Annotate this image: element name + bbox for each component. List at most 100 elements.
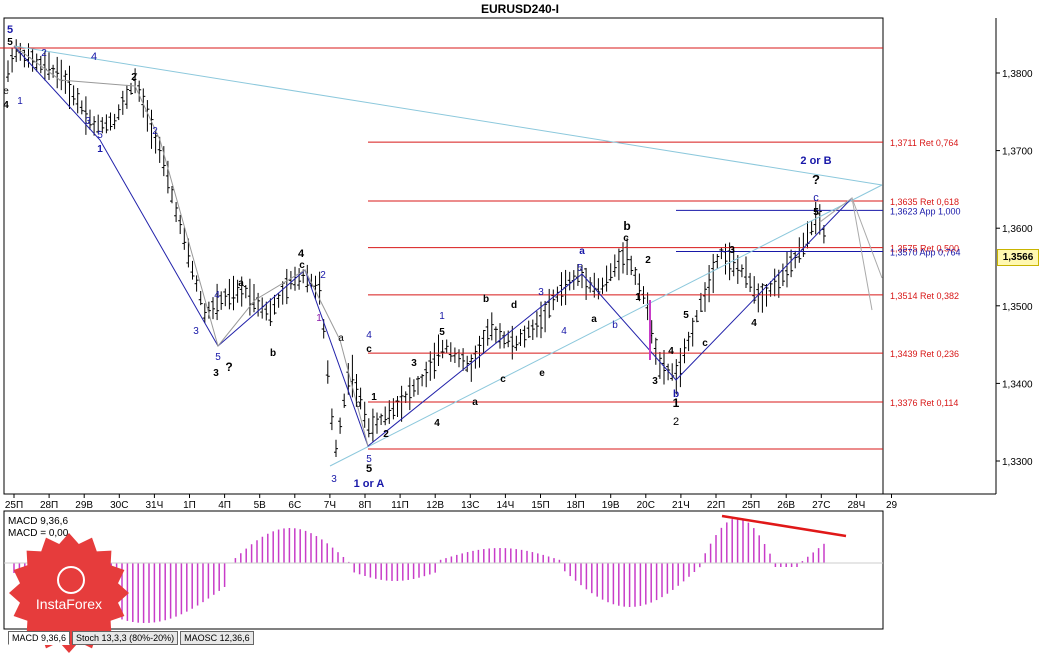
wave-label: 4 xyxy=(561,326,567,337)
wave-label: 4 xyxy=(751,318,757,329)
wave-label: b xyxy=(270,348,276,359)
macd-value: MACD = 0,00 xyxy=(8,528,69,539)
wave-label: 4 xyxy=(366,330,372,341)
fib-level-label: 1,3623 App 1,000 xyxy=(890,206,961,216)
time-tick-label: 6С xyxy=(288,500,301,511)
time-tick-label: 26В xyxy=(777,500,795,511)
projection-path-2 xyxy=(819,197,883,279)
fib-level-label: 1,3514 Ret 0,382 xyxy=(890,291,959,301)
wave-label: 1 xyxy=(97,144,103,155)
wave-label: 1 xyxy=(17,96,23,107)
logo-text: InstaForex xyxy=(35,596,103,612)
wave-label: d xyxy=(511,300,517,311)
indicator-frame xyxy=(3,510,884,630)
current-price-tag: 1,3566 xyxy=(997,249,1039,266)
time-tick-label: 12В xyxy=(426,500,444,511)
tab-maosc[interactable]: MAOSC 12,36,6 xyxy=(180,631,254,645)
wave-label: 3 xyxy=(193,326,199,337)
wave-label: 4 xyxy=(214,290,220,301)
time-tick-label: 4П xyxy=(218,500,231,511)
wave-label: 4 xyxy=(434,418,440,429)
time-tick-label: 28Ч xyxy=(848,500,866,511)
instaforex-logo: InstaForex xyxy=(6,530,132,656)
tab-macd[interactable]: MACD 9,36,6 xyxy=(8,631,71,645)
wave-label: 2 xyxy=(152,126,158,137)
wave-label: 3 xyxy=(331,474,337,485)
time-tick-label: 22П xyxy=(707,500,725,511)
wave-label: 1 xyxy=(673,396,680,410)
wave-path xyxy=(13,45,853,447)
time-tick-label: 14Ч xyxy=(497,500,515,511)
time-tick-label: 5В xyxy=(254,500,267,511)
macd-label: MACD 9,36,6 xyxy=(8,516,69,527)
wave-label: 3 xyxy=(85,116,91,127)
wave-label: c xyxy=(366,344,372,355)
wave-label: 1 xyxy=(439,311,445,322)
fib-level-label: 1,3635 Ret 0,618 xyxy=(890,197,959,207)
wave-label: ? xyxy=(812,172,820,187)
time-tick-label: 31Ч xyxy=(146,500,164,511)
wave-label: c xyxy=(813,192,819,204)
wave-label: e xyxy=(3,86,9,97)
wave-label: 2 xyxy=(320,270,326,281)
wave-label: 2 or B xyxy=(800,155,831,167)
projection-path xyxy=(819,197,873,311)
wave-label: 3 xyxy=(652,376,658,387)
wave-label: 4 xyxy=(668,346,674,357)
price-tick-label: 1,3700 xyxy=(1002,147,1033,158)
time-tick-label: 13С xyxy=(461,500,479,511)
time-tick-label: 25П xyxy=(5,500,23,511)
price-tick-label: 1,3400 xyxy=(1002,379,1033,390)
time-tick-label: 1П xyxy=(183,500,196,511)
upper-trendline xyxy=(13,45,883,186)
wave-label: a xyxy=(579,246,585,257)
wave-label: 5 xyxy=(439,327,445,338)
wave-label: 4 xyxy=(3,100,9,111)
indicator-tabs: MACD 9,36,6 Stoch 13,3,3 (80%-20%) MAOSC… xyxy=(8,631,256,645)
wave-label: a xyxy=(238,278,244,289)
wave-label: b xyxy=(355,399,361,410)
macd-divergence-line xyxy=(721,514,847,538)
time-tick-label: 30С xyxy=(110,500,128,511)
tab-stoch[interactable]: Stoch 13,3,3 (80%-20%) xyxy=(72,631,179,645)
wave-label: 1 xyxy=(371,392,377,403)
wave-label: 1 or A xyxy=(354,478,385,490)
wave-label: 5 xyxy=(366,454,372,465)
wave-label: 5 xyxy=(683,310,689,321)
wave-label: 5 xyxy=(366,463,372,475)
wave-label: c xyxy=(702,338,708,349)
wave-label: 2 xyxy=(41,48,47,59)
wave-label: 5 xyxy=(97,130,103,141)
time-tick-label: 29 xyxy=(886,500,898,511)
wave-label: 5 xyxy=(813,207,819,218)
wave-label: 3 xyxy=(538,287,544,298)
price-tick-label: 1,3500 xyxy=(1002,302,1033,313)
time-tick-label: 8П xyxy=(359,500,372,511)
wave-label: 5 xyxy=(215,352,221,363)
wave-label: 2 xyxy=(383,429,389,440)
lower-trendline xyxy=(329,184,883,467)
time-tick-label: 25П xyxy=(742,500,760,511)
fib-level-label: 1,3711 Ret 0,764 xyxy=(890,138,958,148)
time-tick-label: 7Ч xyxy=(324,500,336,511)
wave-label: 5 xyxy=(7,37,13,48)
time-tick-label: 19В xyxy=(602,500,620,511)
instaforex-mark-icon xyxy=(57,566,85,594)
wave-label: ? xyxy=(225,360,232,374)
wave-label: b xyxy=(483,294,489,305)
wave-label: 4 xyxy=(298,248,305,260)
wave-label: c xyxy=(299,260,305,271)
wave-label: 3 xyxy=(213,368,219,379)
wave-label: c xyxy=(623,233,629,244)
wave-label: 3 xyxy=(411,358,417,369)
chart-frame xyxy=(3,17,884,495)
fib-level-label: 1,3575 Ret 0,500 xyxy=(890,244,959,254)
wave-label: 2 xyxy=(645,255,651,266)
wave-label: 5 xyxy=(813,207,818,217)
wave-label: a xyxy=(591,314,597,325)
time-tick-label: 28П xyxy=(40,500,58,511)
wave-label: c xyxy=(500,374,506,385)
wave-label: e xyxy=(539,368,545,379)
fib-level-label: 1,3376 Ret 0,114 xyxy=(890,398,958,408)
